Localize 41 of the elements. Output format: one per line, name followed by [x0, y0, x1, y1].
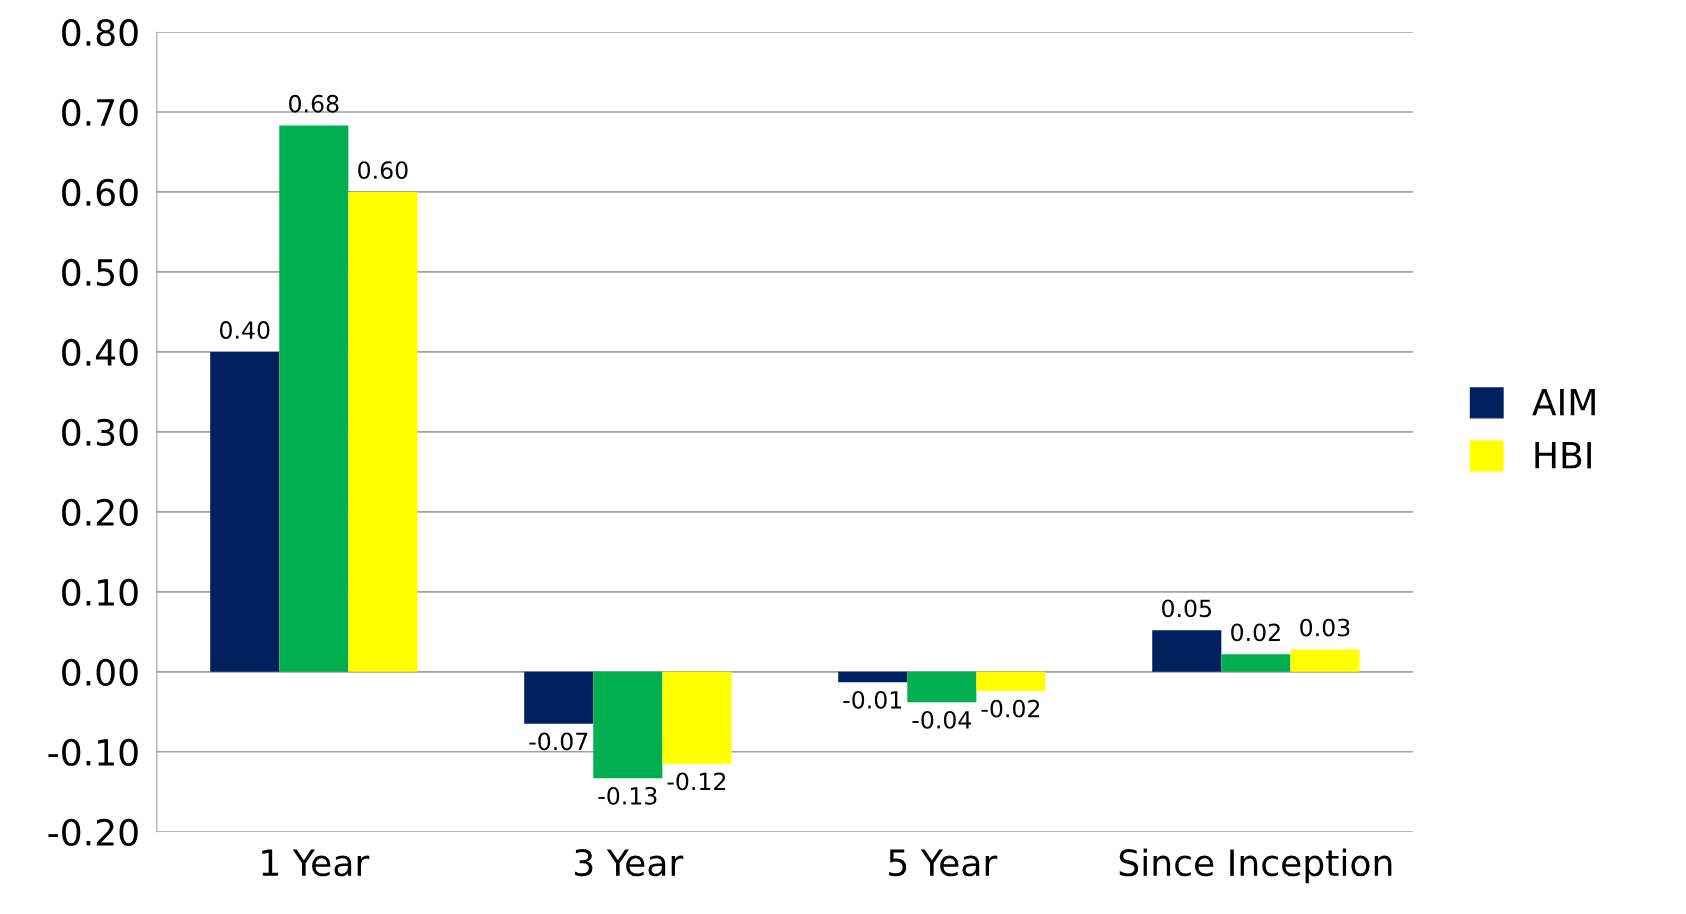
y-tick-label: 0.00: [62, 658, 138, 687]
bar: [593, 671, 663, 779]
legend-label: HBI: [1535, 442, 1591, 469]
y-tick-label: 0.80: [62, 18, 138, 47]
y-tick-label: -0.10: [48, 738, 138, 766]
bar: [1290, 649, 1360, 672]
data-label: 0.02: [1231, 623, 1280, 642]
data-label: -0.04: [912, 710, 972, 729]
y-tick-label: 0.40: [62, 338, 138, 367]
y-tick-label: 0.20: [62, 498, 138, 527]
bar: [976, 671, 1046, 691]
bar: [1221, 654, 1291, 672]
bar: [348, 191, 418, 672]
bar: [210, 351, 280, 672]
data-label: 0.60: [358, 161, 408, 180]
data-label: 0.40: [219, 321, 270, 339]
legend-label: AIM: [1532, 389, 1595, 416]
data-label: 0.03: [1300, 618, 1350, 637]
y-tick-label: 0.30: [62, 418, 138, 447]
y-tick-label: -0.20: [48, 818, 138, 846]
x-tick-label: 3 Year: [575, 849, 684, 877]
bar: [838, 671, 908, 683]
y-tick-label: 0.70: [62, 98, 138, 127]
data-label: -0.13: [598, 786, 657, 805]
data-label: -0.07: [529, 732, 588, 751]
data-label: -0.02: [981, 699, 1040, 718]
bar: [279, 125, 349, 672]
x-tick-label: Since Inception: [1119, 848, 1392, 884]
bar: [662, 671, 732, 764]
x-tick-label: 5 Year: [889, 849, 998, 877]
bar: [1152, 630, 1222, 672]
bar: [524, 671, 594, 724]
data-label: 0.68: [289, 94, 339, 113]
y-tick-label: 0.50: [62, 258, 138, 287]
data-label: 0.05: [1162, 599, 1211, 618]
y-tick-label: 0.10: [62, 578, 138, 607]
x-tick-label: 1 Year: [262, 849, 370, 877]
bar: [907, 671, 977, 703]
data-label: -0.01: [843, 690, 902, 709]
y-tick-label: 0.60: [62, 178, 138, 207]
data-label: -0.12: [667, 772, 726, 791]
